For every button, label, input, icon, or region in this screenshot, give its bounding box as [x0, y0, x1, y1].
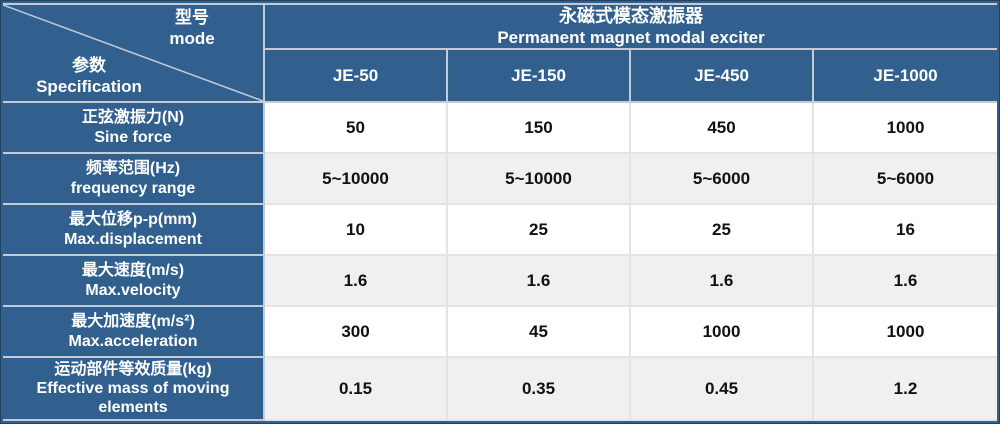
corner-mode-zh: 型号 — [175, 8, 209, 27]
data-cell: 0.15 — [265, 358, 448, 421]
data-cell: 1.6 — [631, 256, 814, 307]
data-cell: 1.2 — [814, 358, 997, 421]
corner-spec-label: 参数 Specification — [5, 56, 173, 97]
row-label-zh: 运动部件等效质量(kg) — [54, 360, 212, 378]
row-label-zh: 最大速度(m/s) — [81, 262, 185, 280]
data-cell: 25 — [448, 205, 631, 256]
data-cell: 1000 — [631, 307, 814, 358]
data-cell: 5~6000 — [631, 154, 814, 205]
data-cell: 150 — [448, 103, 631, 154]
row-label-max-displacement: 最大位移p-p(mm) Max.displacement — [3, 205, 265, 256]
diagonal-divider — [3, 5, 263, 101]
table-title-en: Permanent magnet modal exciter — [497, 28, 765, 48]
corner-spec-en: Specification — [36, 76, 142, 96]
data-cell: 50 — [265, 103, 448, 154]
data-cell: 300 — [265, 307, 448, 358]
data-cell: 5~6000 — [814, 154, 997, 205]
row-label-zh: 最大位移p-p(mm) — [69, 211, 197, 229]
data-cell: 1000 — [814, 103, 997, 154]
data-cell: 1000 — [814, 307, 997, 358]
corner-cell: 型号 mode 参数 Specification — [3, 3, 265, 103]
data-cell: 5~10000 — [265, 154, 448, 205]
row-label-zh: 频率范围(Hz) — [85, 160, 181, 178]
row-label-zh: 最大加速度(m/s²) — [71, 313, 195, 331]
data-cell: 10 — [265, 205, 448, 256]
table-title: 永磁式模态激振器 Permanent magnet modal exciter — [265, 3, 997, 50]
row-label-en: Sine force — [94, 128, 172, 146]
data-cell: 25 — [631, 205, 814, 256]
row-label-zh: 正弦激振力(N) — [81, 109, 185, 127]
data-cell: 1.6 — [265, 256, 448, 307]
row-label-sine-force: 正弦激振力(N) Sine force — [3, 103, 265, 154]
table-grid: 型号 mode 参数 Specification 永磁式模态激振器 Perman… — [3, 3, 997, 421]
data-cell: 450 — [631, 103, 814, 154]
column-header-je150: JE-150 — [448, 50, 631, 103]
column-header-je450: JE-450 — [631, 50, 814, 103]
row-label-en: Max.displacement — [64, 230, 202, 248]
corner-mode-label: 型号 mode — [121, 7, 263, 50]
row-label-max-acceleration: 最大加速度(m/s²) Max.acceleration — [3, 307, 265, 358]
row-label-max-velocity: 最大速度(m/s) Max.velocity — [3, 256, 265, 307]
corner-mode-en: mode — [169, 29, 215, 49]
data-cell: 0.35 — [448, 358, 631, 421]
column-header-je50: JE-50 — [265, 50, 448, 103]
data-cell: 45 — [448, 307, 631, 358]
row-label-en: frequency range — [70, 179, 196, 197]
row-label-en: Max.velocity — [85, 281, 181, 299]
table-title-zh: 永磁式模态激振器 — [559, 5, 703, 26]
data-cell: 1.6 — [448, 256, 631, 307]
data-cell: 5~10000 — [448, 154, 631, 205]
row-label-en: Max.acceleration — [68, 332, 198, 350]
row-label-effective-mass: 运动部件等效质量(kg) Effective mass of moving el… — [3, 358, 265, 421]
row-label-frequency-range: 频率范围(Hz) frequency range — [3, 154, 265, 205]
data-cell: 16 — [814, 205, 997, 256]
data-cell: 0.45 — [631, 358, 814, 421]
corner-spec-zh: 参数 — [72, 56, 106, 76]
row-label-en: Effective mass of moving elements — [36, 379, 230, 417]
column-header-je1000: JE-1000 — [814, 50, 997, 103]
data-cell: 1.6 — [814, 256, 997, 307]
